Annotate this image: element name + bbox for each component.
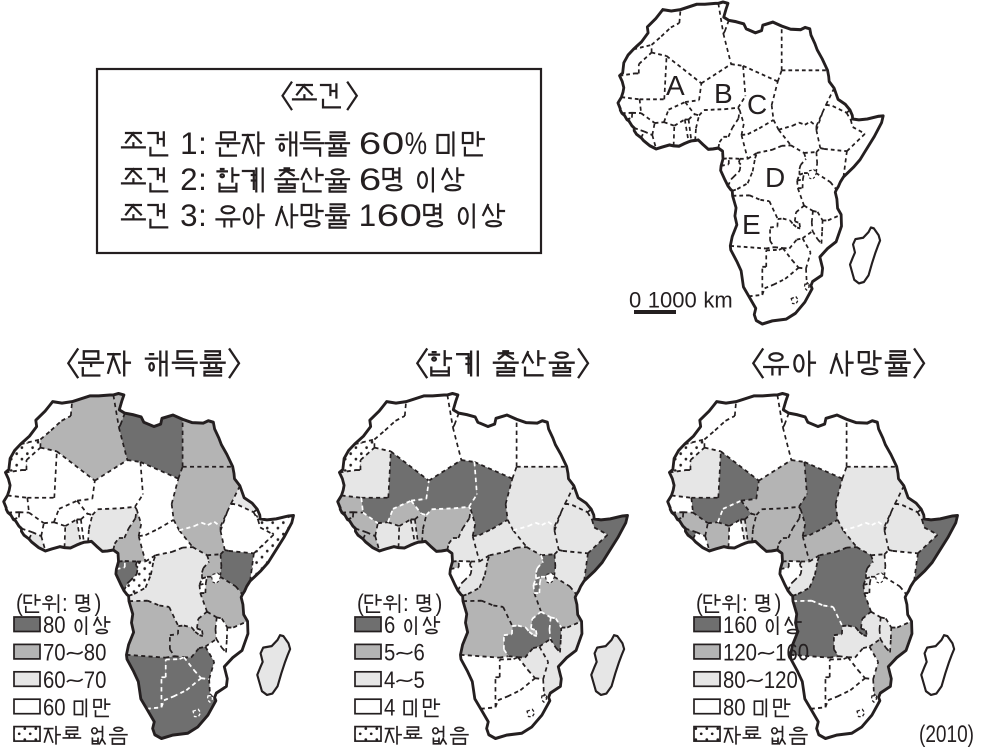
svg-text::: : — [198, 162, 207, 197]
svg-text:(: ( — [357, 590, 364, 617]
svg-text:5: 5 — [384, 640, 395, 667]
svg-text:3: 3 — [180, 198, 197, 233]
svg-text:6: 6 — [384, 612, 395, 639]
svg-text::: : — [403, 590, 409, 617]
svg-text:D: D — [765, 162, 785, 193]
svg-text::: : — [198, 198, 207, 233]
svg-text:4: 4 — [384, 694, 395, 721]
svg-text:1: 1 — [180, 126, 197, 161]
svg-text:): ) — [436, 590, 443, 617]
svg-text:160: 160 — [723, 612, 757, 639]
svg-text:C: C — [747, 89, 767, 120]
svg-text:120: 120 — [764, 667, 798, 694]
svg-text:): ) — [95, 590, 102, 617]
svg-text::: : — [198, 126, 207, 161]
svg-text:0: 0 — [382, 126, 404, 161]
svg-text:60: 60 — [43, 694, 66, 721]
svg-text:km: km — [703, 288, 732, 313]
svg-text:120: 120 — [723, 640, 757, 667]
svg-text:0: 0 — [400, 198, 422, 233]
svg-text:E: E — [742, 209, 761, 240]
svg-text:1000: 1000 — [648, 288, 697, 313]
svg-text:80: 80 — [43, 612, 66, 639]
svg-text:80: 80 — [723, 694, 746, 721]
svg-text:%: % — [405, 126, 427, 161]
svg-text:A: A — [666, 70, 685, 101]
svg-text:): ) — [775, 590, 782, 617]
svg-text:(: ( — [16, 590, 23, 617]
svg-text:70: 70 — [43, 640, 66, 667]
svg-text:1: 1 — [359, 198, 376, 233]
svg-text:80: 80 — [723, 667, 746, 694]
svg-text:6: 6 — [377, 198, 399, 233]
svg-text::: : — [62, 590, 68, 617]
svg-text:70: 70 — [84, 667, 107, 694]
svg-text:160: 160 — [775, 640, 809, 667]
svg-text:0: 0 — [629, 288, 641, 313]
svg-text:4: 4 — [384, 667, 395, 694]
svg-text:6: 6 — [359, 126, 381, 161]
svg-text:5: 5 — [414, 667, 425, 694]
svg-text:(2010): (2010) — [919, 721, 974, 748]
svg-text:6: 6 — [359, 162, 381, 197]
svg-text:(: ( — [696, 590, 703, 617]
svg-text:B: B — [714, 78, 733, 109]
svg-text:6: 6 — [414, 640, 425, 667]
svg-text:2: 2 — [180, 162, 197, 197]
svg-text:60: 60 — [43, 667, 66, 694]
svg-text::: : — [742, 590, 748, 617]
svg-text:80: 80 — [84, 640, 107, 667]
